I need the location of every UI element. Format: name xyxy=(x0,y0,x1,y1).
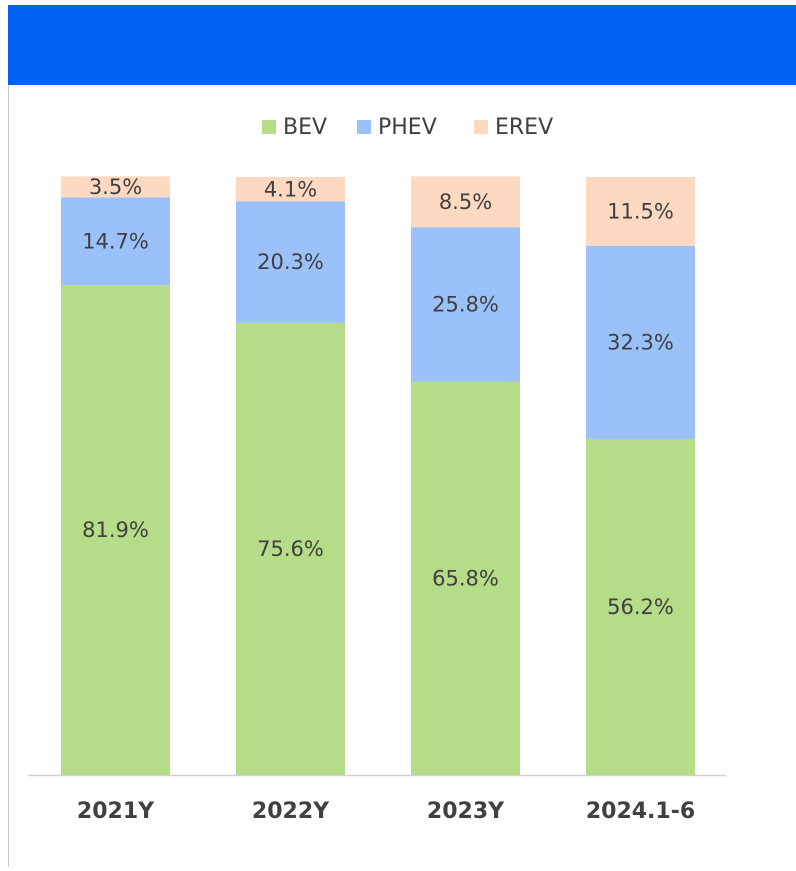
x-tick-label: 2021Y xyxy=(77,799,155,824)
data-label: 3.5% xyxy=(89,175,142,199)
legend-swatch xyxy=(262,120,276,134)
data-label: 11.5% xyxy=(607,199,674,223)
x-tick-label: 2024.1-6 xyxy=(586,799,695,824)
data-label: 25.8% xyxy=(432,292,499,316)
data-label: 8.5% xyxy=(439,190,492,214)
legend-swatch xyxy=(474,120,488,134)
data-label: 65.8% xyxy=(432,566,499,590)
bar-segment xyxy=(61,285,170,775)
bar-segment xyxy=(586,177,695,246)
legend-swatch xyxy=(357,120,371,134)
data-label: 81.9% xyxy=(82,518,149,542)
data-label: 14.7% xyxy=(82,229,149,253)
bar-segment xyxy=(61,176,170,198)
bar-segment xyxy=(61,197,170,286)
header-bar xyxy=(8,5,796,85)
bar-segment xyxy=(411,176,520,228)
legend-label: PHEV xyxy=(378,115,437,140)
data-label: 20.3% xyxy=(257,250,324,274)
bar-segment xyxy=(411,381,520,775)
data-label: 56.2% xyxy=(607,595,674,619)
bar-segment xyxy=(586,245,695,439)
data-label: 4.1% xyxy=(264,177,317,201)
bar-segment xyxy=(411,227,520,382)
bar-segment xyxy=(586,438,695,775)
bar-segment xyxy=(236,322,345,775)
data-label: 32.3% xyxy=(607,330,674,354)
legend-label: BEV xyxy=(283,115,327,140)
legend-label: EREV xyxy=(495,115,553,140)
bar-segment xyxy=(236,177,345,202)
x-tick-label: 2022Y xyxy=(252,799,330,824)
data-label: 75.6% xyxy=(257,537,324,561)
x-tick-label: 2023Y xyxy=(427,799,505,824)
bar-segment xyxy=(236,201,345,323)
